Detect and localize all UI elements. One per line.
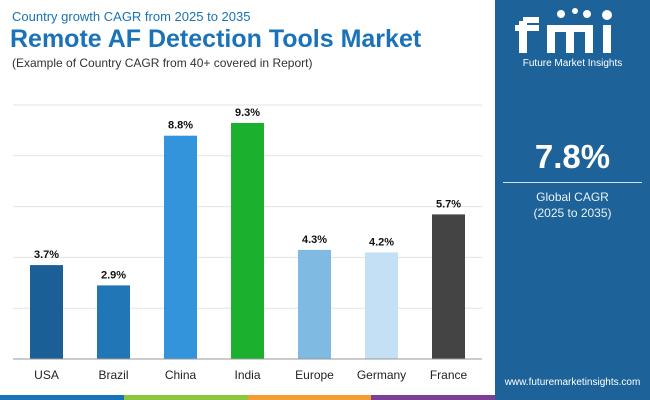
data-label: 8.8% bbox=[168, 120, 193, 132]
bottom-bar-segment bbox=[247, 395, 372, 400]
chart-title: Remote AF Detection Tools Market bbox=[10, 25, 422, 53]
category-label: China bbox=[165, 368, 197, 382]
category-label: Germany bbox=[357, 368, 406, 382]
global-cagr-label: Global CAGR bbox=[536, 190, 609, 204]
bar-india bbox=[231, 123, 264, 359]
bar-brazil bbox=[97, 285, 130, 359]
category-label: USA bbox=[34, 368, 59, 382]
bar-china bbox=[164, 135, 197, 359]
chart-subtitle: Country growth CAGR from 2025 to 2035 bbox=[12, 9, 251, 24]
data-label: 2.9% bbox=[101, 269, 126, 281]
data-label: 5.7% bbox=[436, 198, 461, 210]
data-label: 3.7% bbox=[34, 249, 59, 261]
category-label: Europe bbox=[295, 368, 334, 382]
panel-divider bbox=[503, 182, 642, 183]
bottom-bar-segment bbox=[123, 395, 248, 400]
website-url: www.futuremarketinsights.com bbox=[504, 377, 641, 388]
info-panel: Future Market Insights 7.8% Global CAGR … bbox=[495, 0, 650, 400]
data-label: 4.3% bbox=[302, 234, 327, 246]
global-cagr-value: 7.8% bbox=[534, 138, 611, 175]
category-label: France bbox=[430, 368, 468, 382]
fmi-logo-icon bbox=[515, 8, 612, 53]
bar-germany bbox=[365, 252, 398, 359]
global-cagr-range: (2025 to 2035) bbox=[533, 206, 612, 220]
brand-name: Future Market Insights bbox=[522, 58, 623, 69]
chart-header: Country growth CAGR from 2025 to 2035 Re… bbox=[0, 0, 495, 75]
chart-note: (Example of Country CAGR from 40+ covere… bbox=[12, 56, 313, 70]
category-label: Brazil bbox=[98, 368, 128, 382]
bar-usa bbox=[30, 265, 63, 359]
category-label: India bbox=[234, 368, 260, 382]
bar-france bbox=[432, 214, 465, 359]
bar-europe bbox=[298, 249, 331, 359]
bar-chart-svg: 3.7% USA 2.9% Brazil 8.8% China 9.3% India 4.3% E… bbox=[13, 104, 482, 382]
data-label: 9.3% bbox=[235, 107, 260, 119]
data-label: 4.2% bbox=[369, 236, 394, 248]
bottom-color-bar bbox=[0, 395, 495, 400]
bar-chart: 3.7% USA 2.9% Brazil 8.8% China 9.3% India 4.3% E… bbox=[0, 75, 495, 395]
bottom-bar-segment bbox=[0, 395, 124, 400]
bottom-bar-segment bbox=[371, 395, 495, 400]
